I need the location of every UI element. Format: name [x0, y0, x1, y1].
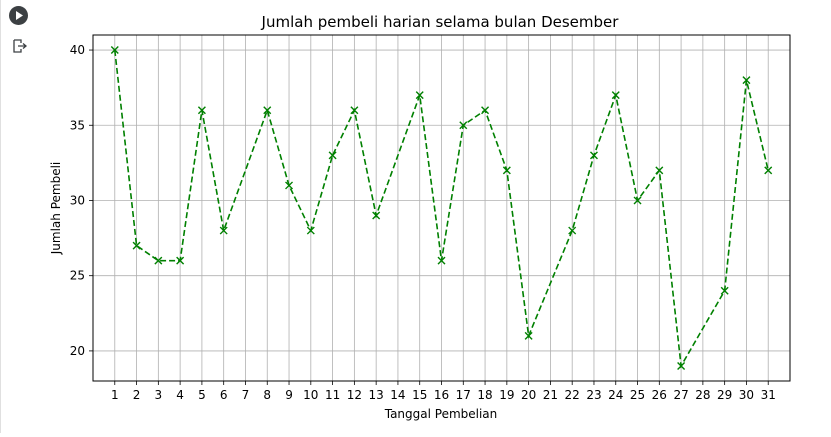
x-tick-label: 13 — [369, 388, 384, 402]
x-tick-label: 19 — [499, 388, 514, 402]
x-tick-label: 4 — [176, 388, 184, 402]
x-tick-label: 11 — [325, 388, 340, 402]
y-axis-label: Jumlah Pembeli — [49, 162, 63, 256]
data-point-marker — [110, 46, 119, 55]
x-tick-label: 10 — [303, 388, 318, 402]
x-tick-label: 16 — [434, 388, 449, 402]
data-point-marker — [306, 226, 315, 235]
data-point-marker — [524, 331, 533, 340]
grid-lines — [93, 35, 790, 381]
chart-container: Jumlah pembeli harian selama bulan Desem… — [38, 0, 831, 433]
data-point-marker — [154, 256, 163, 265]
x-tick-label: 22 — [565, 388, 580, 402]
data-point-marker — [459, 121, 468, 130]
play-icon[interactable] — [9, 6, 28, 25]
x-tick-label: 21 — [543, 388, 558, 402]
x-tick-label: 3 — [155, 388, 163, 402]
x-tick-label: 8 — [263, 388, 271, 402]
x-tick-label: 1 — [111, 388, 119, 402]
x-tick-label: 20 — [521, 388, 536, 402]
data-point-marker — [502, 166, 511, 175]
data-point-marker — [655, 166, 664, 175]
data-point-marker — [132, 241, 141, 250]
data-point-marker — [677, 361, 686, 370]
x-tick-label: 23 — [586, 388, 601, 402]
data-point-marker — [372, 211, 381, 220]
x-tick-label: 9 — [285, 388, 293, 402]
data-point-marker — [176, 256, 185, 265]
x-tick-label: 25 — [630, 388, 645, 402]
x-tick-label: 12 — [347, 388, 362, 402]
data-point-marker — [720, 286, 729, 295]
y-tick-label: 20 — [70, 344, 85, 358]
data-point-marker — [437, 256, 446, 265]
data-point-marker — [350, 106, 359, 115]
x-tick-label: 31 — [761, 388, 776, 402]
x-tick-label: 17 — [456, 388, 471, 402]
data-point-marker — [197, 106, 206, 115]
data-point-marker — [285, 181, 294, 190]
x-tick-label: 15 — [412, 388, 427, 402]
x-tick-label: 24 — [608, 388, 623, 402]
data-point-marker — [415, 91, 424, 100]
cell-left-border — [0, 0, 1, 433]
chart-title: Jumlah pembeli harian selama bulan Desem… — [261, 13, 620, 31]
line-chart: Jumlah pembeli harian selama bulan Desem… — [49, 13, 791, 421]
x-tick-label: 18 — [477, 388, 492, 402]
data-point-marker — [742, 76, 751, 85]
output-redirect-icon[interactable] — [12, 38, 28, 54]
data-point-marker — [568, 226, 577, 235]
data-point-marker — [481, 106, 490, 115]
x-tick-label: 26 — [652, 388, 667, 402]
x-tick-label: 27 — [673, 388, 688, 402]
x-tick-label: 5 — [198, 388, 206, 402]
x-tick-label: 6 — [220, 388, 228, 402]
data-point-marker — [328, 151, 337, 160]
cell-gutter — [0, 0, 38, 433]
data-point-marker — [611, 91, 620, 100]
data-point-marker — [589, 151, 598, 160]
data-point-marker — [263, 106, 272, 115]
x-axis-label: Tanggal Pembelian — [384, 407, 498, 421]
y-tick-label: 30 — [70, 193, 85, 207]
x-tick-label: 28 — [695, 388, 710, 402]
y-tick-label: 40 — [70, 43, 85, 57]
y-tick-label: 35 — [70, 118, 85, 132]
series-layer — [110, 46, 773, 370]
ticks-layer: 1 2 3 4 5 6 7 8 9 10 11 12 13 14 15 16 17 18 19 20 21 22 23 24 2… — [70, 43, 776, 402]
y-tick-label: 25 — [70, 269, 85, 283]
x-tick-label: 2 — [133, 388, 141, 402]
data-point-marker — [633, 196, 642, 205]
data-point-marker — [764, 166, 773, 175]
x-tick-label: 7 — [242, 388, 250, 402]
x-tick-label: 29 — [717, 388, 732, 402]
x-tick-label: 14 — [390, 388, 405, 402]
x-tick-label: 30 — [739, 388, 754, 402]
data-point-marker — [219, 226, 228, 235]
